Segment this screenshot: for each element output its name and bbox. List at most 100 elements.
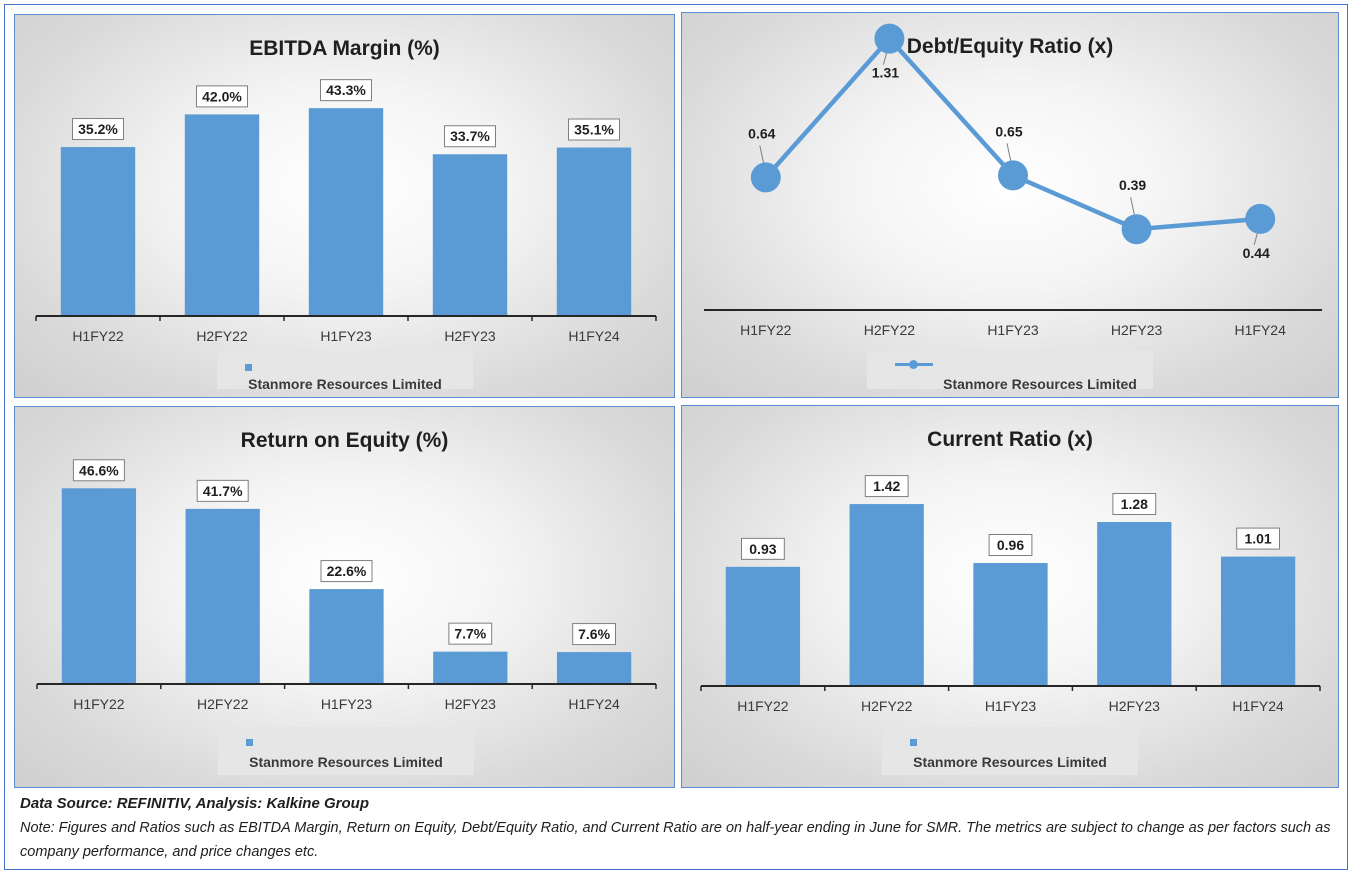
ebitda-margin-chart: 35.2% H1FY22 42.0% H2FY22 43.3% H1FY23 33.7% H2… <box>35 79 657 344</box>
data-point <box>874 23 905 54</box>
x-tick-label: H1FY24 <box>568 328 620 344</box>
x-tick-label: H2FY22 <box>861 698 913 714</box>
legend-label: Stanmore Resources Limited <box>913 754 1107 770</box>
data-label: 1.28 <box>1121 496 1148 512</box>
chart-legend: Stanmore Resources Limited <box>217 351 473 392</box>
data-label: 0.64 <box>748 125 775 141</box>
x-tick-label: H1FY23 <box>320 328 372 344</box>
data-label: 1.01 <box>1244 531 1271 547</box>
chart-panel-return-on-equity: Return on Equity (%) 46.6% H1FY22 41.7% H2F… <box>14 406 675 788</box>
bar <box>556 147 632 316</box>
data-label-box <box>320 560 373 583</box>
x-tick-label: H1FY23 <box>985 698 1037 714</box>
bar <box>184 114 260 317</box>
data-label-box <box>320 79 372 102</box>
return-on-equity-chart: 46.6% H1FY22 41.7% H2FY22 22.6% H1FY23 7.7% H2F… <box>36 459 657 712</box>
bar <box>60 147 136 316</box>
legend-label: Stanmore Resources Limited <box>249 754 443 770</box>
data-label: 0.39 <box>1119 177 1146 193</box>
bar <box>432 154 508 316</box>
data-label: 46.6% <box>79 462 119 478</box>
bar <box>185 508 260 684</box>
bar <box>1097 522 1172 686</box>
x-tick-label: H2FY22 <box>864 322 916 338</box>
chart-legend: Stanmore Resources Limited <box>882 727 1138 775</box>
chart-title: EBITDA Margin (%) <box>249 37 440 60</box>
chart-legend: Stanmore Resources Limited <box>218 727 474 775</box>
data-label-box <box>864 475 909 498</box>
data-label: 1.42 <box>873 478 900 494</box>
footnote-text: Note: Figures and Ratios such as EBITDA … <box>20 820 1331 860</box>
data-label-box <box>196 85 248 108</box>
data-label-box <box>196 479 249 502</box>
data-label: 42.0% <box>202 88 242 104</box>
bar <box>973 563 1048 686</box>
bar <box>556 652 632 684</box>
data-point <box>750 162 781 193</box>
bar <box>725 566 801 686</box>
data-label: 35.2% <box>78 121 118 137</box>
data-point <box>1121 214 1152 245</box>
data-label-box <box>741 537 785 560</box>
data-label-box <box>1112 493 1157 515</box>
x-tick-label: H1FY24 <box>1235 322 1287 338</box>
data-label-box <box>988 534 1033 556</box>
x-tick-label: H2FY23 <box>1109 698 1161 714</box>
x-tick-label: H2FY22 <box>197 696 249 712</box>
data-label: 0.44 <box>1243 245 1270 261</box>
chart-legend: Stanmore Resources Limited <box>867 351 1153 392</box>
x-tick-label: H1FY22 <box>73 696 125 712</box>
chart-title: Debt/Equity Ratio (x) <box>906 35 1114 58</box>
data-point <box>998 160 1028 191</box>
x-tick-label: H2FY23 <box>445 696 497 712</box>
chart-panel-current-ratio: Current Ratio (x) 0.93 H1FY22 1.42 H2FY22 0.… <box>681 405 1339 788</box>
bar <box>61 488 137 684</box>
data-source-text: Data Source: REFINITIV, Analysis: Kalkin… <box>20 795 369 812</box>
legend-marker-swatch <box>909 360 918 369</box>
bar <box>308 108 384 316</box>
chart-panel-debt-equity-ratio: Debt/Equity Ratio (x) 0.64 H1FY22 1.31 H2FY… <box>681 12 1339 398</box>
data-label-box <box>72 118 124 141</box>
debt-equity-ratio-chart: 0.64 H1FY22 1.31 H2FY22 0.65 H1FY23 0.39 H2FY23… <box>704 23 1322 338</box>
bar <box>309 589 384 684</box>
data-label-box <box>1236 527 1281 550</box>
x-tick-label: H2FY23 <box>1111 322 1163 338</box>
legend-label: Stanmore Resources Limited <box>943 376 1137 392</box>
x-tick-label: H2FY23 <box>444 328 496 344</box>
x-tick-label: H2FY22 <box>196 328 248 344</box>
data-label-box <box>444 125 496 148</box>
legend-swatch <box>246 739 253 746</box>
chart-title: Return on Equity (%) <box>240 429 449 452</box>
data-label: 35.1% <box>574 122 614 138</box>
data-label: 22.6% <box>327 563 367 579</box>
x-tick-label: H1FY23 <box>987 322 1039 338</box>
x-tick-label: H1FY22 <box>737 698 789 714</box>
x-tick-label: H1FY22 <box>740 322 792 338</box>
legend-swatch <box>245 364 252 371</box>
data-label: 41.7% <box>203 483 243 499</box>
legend-label: Stanmore Resources Limited <box>248 376 442 392</box>
x-tick-label: H1FY22 <box>72 328 124 344</box>
chart-panel-ebitda-margin: EBITDA Margin (%) 35.2% H1FY22 42.0% H2FY22… <box>14 14 675 398</box>
data-label: 0.65 <box>995 123 1022 139</box>
data-label: 0.93 <box>749 541 776 557</box>
data-label: 7.6% <box>578 626 610 642</box>
bar <box>433 651 508 684</box>
data-label: 33.7% <box>450 128 490 144</box>
current-ratio-chart: 0.93 H1FY22 1.42 H2FY22 0.96 H1FY23 1.28 H2FY23… <box>700 475 1321 714</box>
data-label: 0.96 <box>997 537 1024 553</box>
data-label-box <box>568 118 620 141</box>
data-label-box <box>572 623 617 646</box>
data-label-box <box>72 459 125 482</box>
bar <box>1220 556 1296 686</box>
data-label: 43.3% <box>326 82 366 98</box>
data-label-box <box>448 622 493 645</box>
x-tick-label: H1FY24 <box>568 696 620 712</box>
figure-footer: Data Source: REFINITIV, Analysis: Kalkin… <box>20 795 1340 864</box>
data-point <box>1245 203 1276 234</box>
bar <box>849 504 924 686</box>
chart-title: Current Ratio (x) <box>927 428 1093 451</box>
x-tick-label: H1FY24 <box>1232 698 1284 714</box>
x-tick-label: H1FY23 <box>321 696 373 712</box>
legend-swatch <box>910 739 917 746</box>
